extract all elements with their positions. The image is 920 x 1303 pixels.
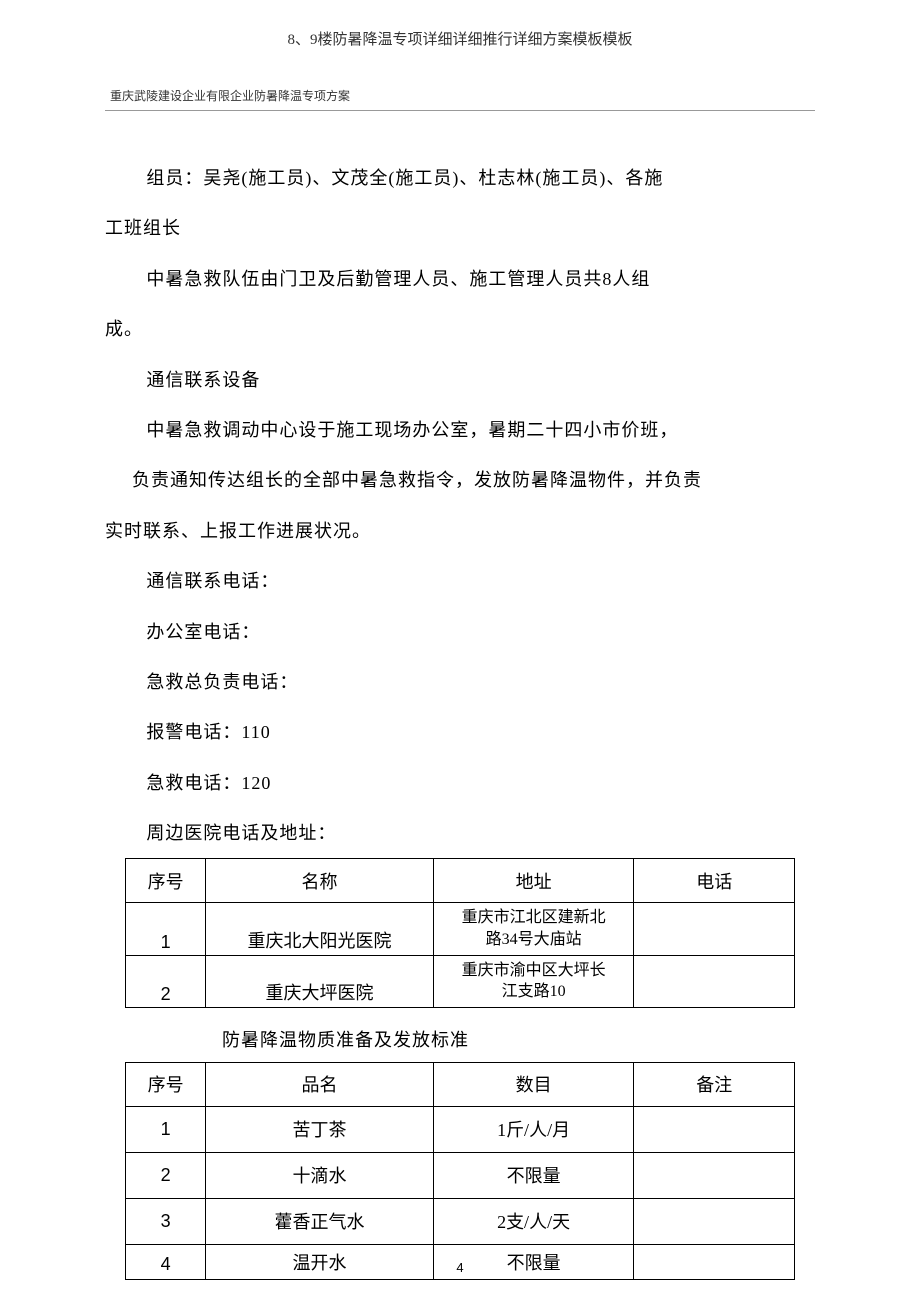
table-cell: 重庆大坪医院 (206, 955, 433, 1007)
table-row: 1 苦丁茶 1斤/人/月 (126, 1106, 795, 1152)
paragraph: 负责通知传达组长的全部中暑急救指令，发放防暑降温物件，并负责 (105, 455, 815, 505)
paragraph: 周边医院电话及地址： (105, 808, 815, 858)
table-cell: 2 (126, 1152, 206, 1198)
table-cell: 重庆市渝中区大坪长江支路10 (433, 955, 634, 1007)
page-number: 4 (0, 1260, 920, 1275)
table-header-cell: 序号 (126, 1062, 206, 1106)
paragraph: 实时联系、上报工作进展状况。 (105, 506, 815, 556)
table-cell: 1斤/人/月 (433, 1106, 634, 1152)
table-header-cell: 数目 (433, 1062, 634, 1106)
table-row: 1 重庆北大阳光医院 重庆市江北区建新北路34号大庙站 (126, 903, 795, 955)
page-header-title: 8、9楼防暑降温专项详细详细推行详细方案模板模板 (0, 0, 920, 49)
table-row: 3 藿香正气水 2支/人/天 (126, 1198, 795, 1244)
table-cell (634, 1152, 795, 1198)
table-row: 2 十滴水 不限量 (126, 1152, 795, 1198)
table-cell: 藿香正气水 (206, 1198, 433, 1244)
table-cell: 2 (126, 955, 206, 1007)
paragraph: 急救电话：120 (105, 758, 815, 808)
table-header-cell: 名称 (206, 859, 433, 903)
paragraph: 工班组长 (105, 203, 815, 253)
hospital-table: 序号 名称 地址 电话 1 重庆北大阳光医院 重庆市江北区建新北路34号大庙站 … (125, 858, 795, 1007)
table-cell (634, 1106, 795, 1152)
supplies-table: 序号 品名 数目 备注 1 苦丁茶 1斤/人/月 2 十滴水 不限量 3 藿香正… (125, 1062, 795, 1280)
table-row: 2 重庆大坪医院 重庆市渝中区大坪长江支路10 (126, 955, 795, 1007)
table-cell (634, 903, 795, 955)
paragraph: 办公室电话： (105, 607, 815, 657)
table-cell: 不限量 (433, 1152, 634, 1198)
paragraph: 中暑急救调动中心设于施工现场办公室，暑期二十四小市价班， (105, 405, 815, 455)
paragraph: 成。 (105, 304, 815, 354)
table-cell (634, 955, 795, 1007)
table-header-row: 序号 品名 数目 备注 (126, 1062, 795, 1106)
table-header-cell: 备注 (634, 1062, 795, 1106)
table-cell: 苦丁茶 (206, 1106, 433, 1152)
table-cell: 十滴水 (206, 1152, 433, 1198)
table-cell: 1 (126, 903, 206, 955)
table-cell: 重庆北大阳光医院 (206, 903, 433, 955)
paragraph: 组员：吴尧(施工员)、文茂全(施工员)、杜志林(施工员)、各施 (105, 153, 815, 203)
paragraph: 报警电话：110 (105, 707, 815, 757)
supplies-table-title: 防暑降温物质准备及发放标准 (105, 1008, 815, 1062)
paragraph: 中暑急救队伍由门卫及后勤管理人员、施工管理人员共8人组 (105, 254, 815, 304)
table-header-cell: 序号 (126, 859, 206, 903)
table-header-cell: 地址 (433, 859, 634, 903)
table-cell: 重庆市江北区建新北路34号大庙站 (433, 903, 634, 955)
table-cell: 2支/人/天 (433, 1198, 634, 1244)
paragraph: 急救总负责电话： (105, 657, 815, 707)
table-header-cell: 品名 (206, 1062, 433, 1106)
paragraph: 通信联系电话： (105, 556, 815, 606)
paragraph: 通信联系设备 (105, 355, 815, 405)
table-cell: 1 (126, 1106, 206, 1152)
table-header-row: 序号 名称 地址 电话 (126, 859, 795, 903)
document-content: 组员：吴尧(施工员)、文茂全(施工员)、杜志林(施工员)、各施 工班组长 中暑急… (0, 111, 920, 1280)
table-cell (634, 1198, 795, 1244)
table-header-cell: 电话 (634, 859, 795, 903)
page-sub-header: 重庆武陵建设企业有限企业防暑降温专项方案 (0, 49, 920, 104)
table-cell: 3 (126, 1198, 206, 1244)
